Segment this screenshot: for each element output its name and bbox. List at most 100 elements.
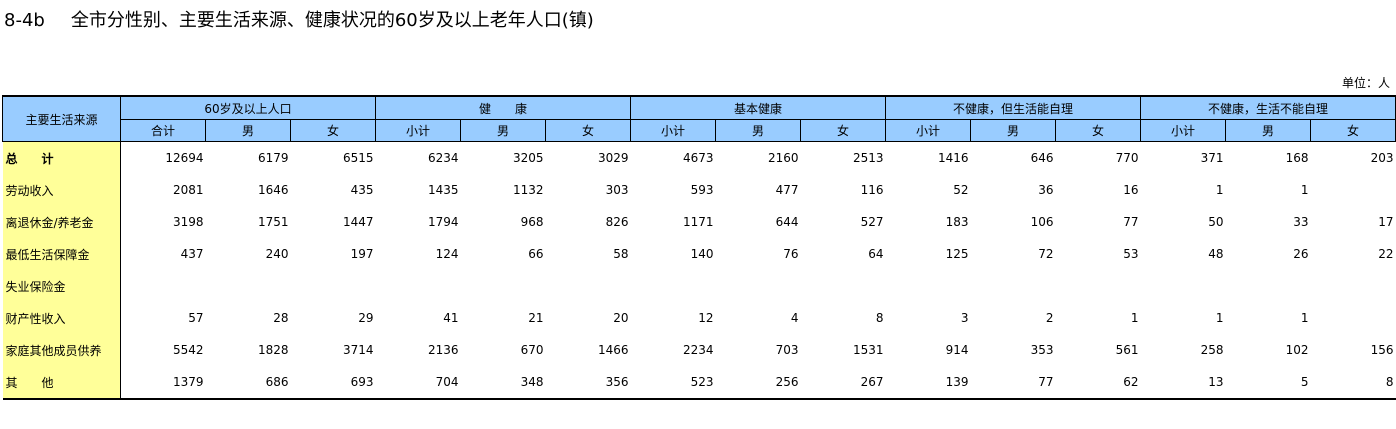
table-cell: 77 [1123,215,1139,229]
row-label: 家庭其他成员供养 [2,334,121,366]
column-header: 小计 [885,119,971,142]
table-cell: 77 [970,366,1056,400]
table-cell: 106 [1030,215,1054,229]
table-cell: 50 [1208,215,1224,229]
table-row: 离退休金/养老金 3198 1751 1447 1794 968 826 1171 644 527… [2,206,1396,238]
table-cell: 704 [375,366,461,400]
table-cell: 2136 [427,343,459,357]
table-cell: 62 [1055,366,1141,400]
table-cell: 1 [1130,311,1139,325]
table-cell: 3029 [597,151,629,165]
table-code: 8-4b [4,10,45,31]
table-cell: 1828 [257,343,289,357]
column-header: 男 [1225,119,1311,142]
table-cell [1311,302,1396,334]
table-cell [1311,174,1396,206]
table-cell: 5542 [172,343,204,357]
table-cell: 1466 [597,343,629,357]
table-cell: 203 [1370,151,1394,165]
table-cell: 12 [698,311,714,325]
table-cell: 17 [1378,215,1394,229]
table-cell: 353 [1030,343,1054,357]
table-cell: 258 [1200,343,1224,357]
table-cell: 16 [1123,183,1139,197]
row-label: 总 计 [2,141,121,174]
table-cell: 28 [273,311,289,325]
table-cell: 437 [180,247,204,261]
table-cell: 58 [613,247,629,261]
table-cell: 125 [945,247,969,261]
table-row: 其 他 1379 686 693 704 348 356 523 256 267 139 77 62 13… [2,366,1396,400]
row-label: 其 他 [2,366,121,400]
column-header: 小计 [1140,119,1226,142]
table-cell: 140 [690,247,714,261]
table-cell: 5 [1225,366,1311,400]
table-row: 财产性收入 57 28 29 41 21 20 12 4 8 3 2 1 1 1 [2,302,1396,334]
column-header: 女 [1310,119,1396,142]
table-cell: 2160 [767,151,799,165]
table-cell: 41 [443,311,459,325]
table-cell: 183 [945,215,969,229]
table-cell: 1 [1215,183,1224,197]
table-cell: 2 [1045,311,1054,325]
table-cell: 2081 [172,183,204,197]
table-row: 总 计 12694 6179 6515 6234 3205 3029 4673 2160 2513… [2,141,1396,174]
column-header: 小计 [630,119,716,142]
table-cell: 57 [188,311,204,325]
group-header: 基本健康 [630,95,886,120]
table-cell: 646 [1030,151,1054,165]
table-cell: 356 [545,366,631,400]
table-cell: 8 [1310,366,1396,400]
table-cell: 124 [435,247,459,261]
table-cell: 116 [860,183,884,197]
column-header: 男 [205,119,291,142]
row-label: 最低生活保障金 [2,238,121,270]
table-cell: 26 [1293,247,1309,261]
table-cell [206,270,291,302]
table-cell: 156 [1370,343,1394,357]
table-cell: 12694 [165,151,204,165]
table-row: 最低生活保障金 437 240 197 124 66 58 140 76 64 125 72 53 48 2… [2,238,1396,270]
table-cell: 1447 [342,215,374,229]
group-header: 60岁及以上人口 [120,95,376,120]
column-header: 女 [1055,119,1141,142]
table-cell [886,270,971,302]
table-cell: 256 [715,366,801,400]
column-header: 男 [460,119,546,142]
table-cell: 1171 [682,215,714,229]
table-cell: 20 [613,311,629,325]
table-cell: 3205 [512,151,544,165]
table-cell: 139 [885,366,971,400]
table-cell: 53 [1123,247,1139,261]
table-cell: 303 [605,183,629,197]
row-label: 失业保险金 [2,270,121,302]
table-cell [1226,270,1311,302]
table-cell [801,270,886,302]
row-label: 财产性收入 [2,302,121,334]
table-cell: 693 [290,366,376,400]
table-cell: 1531 [852,343,884,357]
table-cell [376,270,461,302]
table-cell [1311,270,1396,302]
table-cell: 644 [775,215,799,229]
group-header: 不健康，但生活能自理 [885,95,1141,120]
table-cell: 29 [358,311,374,325]
table-cell [971,270,1056,302]
table-cell: 66 [528,247,544,261]
row-label: 离退休金/养老金 [2,206,121,238]
table-cell: 4 [790,311,799,325]
table-row: 失业保险金 [2,270,1396,302]
table-cell: 72 [1038,247,1054,261]
table-cell [121,270,206,302]
table-cell: 914 [945,343,969,357]
table-cell: 6234 [427,151,459,165]
table-title: 全市分性别、主要生活来源、健康状况的60岁及以上老年人口(镇) [70,10,594,31]
table-cell: 527 [860,215,884,229]
table-cell: 1 [1300,311,1309,325]
table-cell: 8 [875,311,884,325]
column-header: 女 [800,119,886,142]
table-cell [546,270,631,302]
table-cell: 1435 [427,183,459,197]
table-cell: 197 [350,247,374,261]
table-cell: 4673 [682,151,714,165]
